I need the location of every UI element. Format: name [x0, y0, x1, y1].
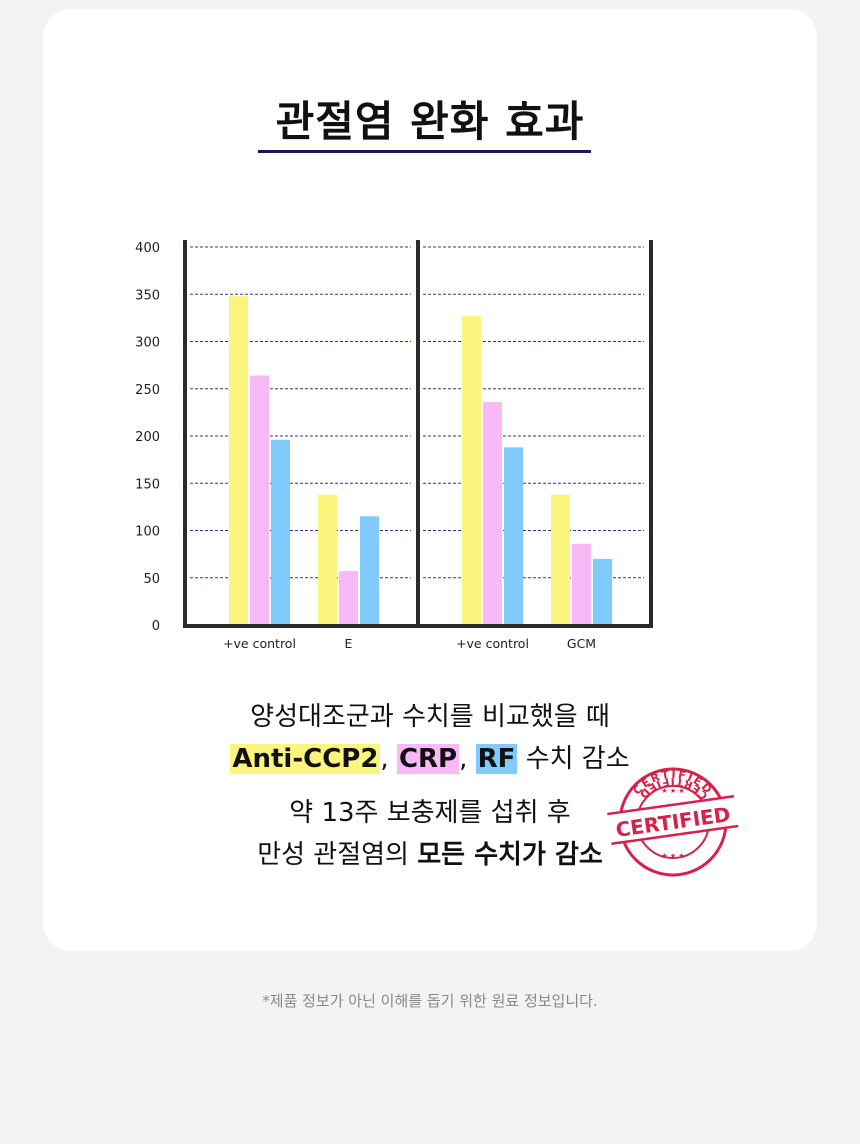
- bar-crp: [483, 401, 502, 625]
- bar-anti-ccp2: [318, 494, 337, 625]
- description-line-3: 약 13주 보충제를 섭취 후: [289, 798, 571, 828]
- bar-anti-ccp2: [229, 296, 248, 625]
- y-tick-label: 400: [135, 241, 160, 256]
- description-line-1: 양성대조군과 수치를 비교했을 때: [250, 702, 610, 732]
- bar-crp: [339, 571, 358, 625]
- separator: ,: [380, 744, 389, 774]
- marker-anti-ccp2: Anti-CCP2: [230, 744, 381, 774]
- x-tick-label: GCM: [567, 636, 596, 651]
- bar-rf: [504, 447, 523, 625]
- bar-chart: 0 50 100 150 200 250 300 350 400 +ve control E +ve …: [135, 240, 653, 651]
- bar-crp: [250, 375, 269, 625]
- x-tick-label: +ve control: [456, 636, 529, 651]
- line4-bold: 모든 수치가 감소: [417, 840, 603, 870]
- title-underline: [258, 150, 591, 153]
- bar-rf: [593, 558, 612, 625]
- y-tick-label: 200: [135, 430, 160, 445]
- bar-anti-ccp2: [551, 494, 570, 625]
- stamp-banner: [607, 796, 739, 844]
- marker-rf: RF: [475, 744, 518, 774]
- line4-normal: 만성 관절염의: [257, 840, 409, 870]
- bar-crp: [572, 543, 591, 625]
- page-title: 관절염 완화 효과: [275, 97, 585, 146]
- description-line-4: 만성 관절염의 모든 수치가 감소: [0, 834, 860, 871]
- bar-rf: [271, 439, 290, 625]
- y-tick-label: 0: [152, 619, 160, 634]
- bar-anti-ccp2: [462, 315, 481, 625]
- stamp-banner-line-bottom: [611, 824, 739, 846]
- y-tick-label: 300: [135, 336, 160, 351]
- footnote: *제품 정보가 아닌 이해를 돕기 위한 원료 정보입니다.: [262, 992, 598, 1010]
- y-tick-label: 100: [135, 525, 160, 540]
- certified-stamp: CERTIFIED CERTIFIED CERTIFIED ★ ★ ★ ★ ★ …: [607, 767, 739, 877]
- marker-crp: CRP: [396, 744, 460, 774]
- y-tick-label: 50: [143, 572, 160, 587]
- stamp-banner-line-top: [607, 795, 735, 816]
- star-icon: ★ ★ ★: [661, 852, 684, 860]
- line2-tail: 수치 감소: [525, 744, 630, 774]
- y-tick-label: 250: [135, 383, 160, 398]
- content-card: [43, 9, 817, 951]
- separator: ,: [459, 744, 468, 774]
- y-tick-label: 350: [135, 288, 160, 303]
- y-tick-label: 150: [135, 477, 160, 492]
- star-icon: ★ ★ ★: [661, 787, 684, 795]
- x-tick-label: +ve control: [223, 636, 296, 651]
- bar-rf: [360, 516, 379, 625]
- x-tick-label: E: [345, 636, 353, 651]
- description-line-2: Anti-CCP2, CRP, RF 수치 감소: [0, 738, 860, 775]
